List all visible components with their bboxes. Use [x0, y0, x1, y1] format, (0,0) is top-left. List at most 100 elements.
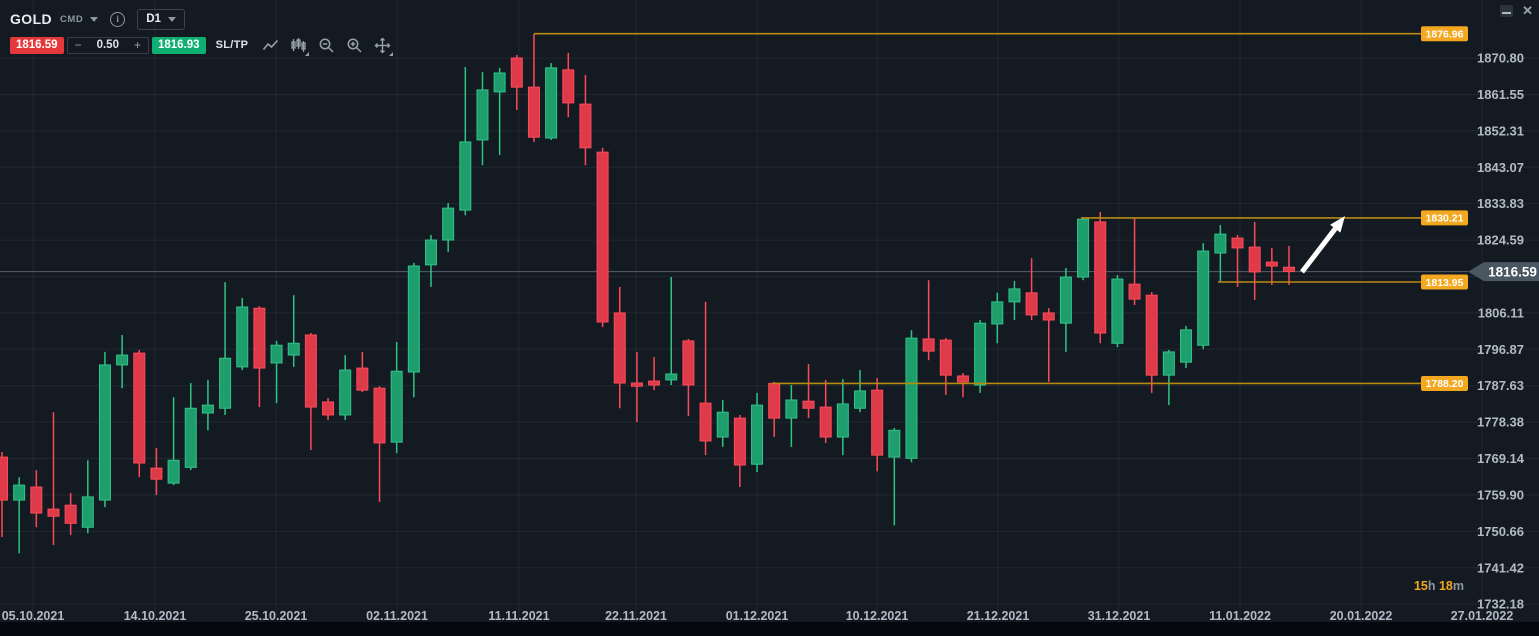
- candle-body: [802, 400, 815, 409]
- trend-arrow-head: [1330, 216, 1345, 233]
- candle-body: [768, 382, 781, 419]
- market-label: CMD: [60, 13, 84, 25]
- candle-body: [682, 340, 695, 386]
- candle-body: [1111, 278, 1124, 344]
- price-axis-label: 1806.11: [1478, 305, 1524, 320]
- candle-body: [270, 344, 283, 364]
- chevron-down-icon: [167, 16, 176, 22]
- close-icon[interactable]: ✕: [1522, 3, 1533, 18]
- candle-body: [785, 399, 798, 419]
- candle-body: [545, 67, 558, 139]
- candle-body: [425, 239, 437, 266]
- price-level-value: 1876.96: [1426, 29, 1464, 41]
- date-axis-label: 11.11.2021: [488, 609, 549, 623]
- candle-body: [1162, 351, 1175, 376]
- current-price-badge-pointer: [1468, 262, 1484, 282]
- timeframe-dropdown[interactable]: D1: [137, 8, 185, 30]
- corner-indicator: [305, 51, 310, 56]
- candle-body: [0, 456, 8, 501]
- candles: [0, 33, 1295, 554]
- timeframe-label: D1: [146, 13, 161, 25]
- candle-body: [407, 265, 420, 373]
- sltp-button[interactable]: SL/TP: [215, 39, 249, 51]
- price-level-value: 1830.21: [1426, 213, 1464, 225]
- date-axis-label: 11.01.2022: [1209, 609, 1271, 623]
- date-axis-label: 20.01.2022: [1330, 609, 1393, 623]
- price-axis-label: 1787.63: [1477, 378, 1524, 393]
- candle-body: [184, 407, 197, 468]
- candle-body: [1180, 329, 1193, 363]
- date-axis-label: 22.11.2021: [605, 609, 667, 623]
- candle-body: [630, 382, 643, 387]
- price-level-badge[interactable]: [1421, 375, 1468, 391]
- candle-body: [253, 307, 266, 369]
- current-price-badge: [1484, 262, 1539, 282]
- chevron-down-icon[interactable]: [90, 16, 99, 22]
- price-axis-label: 1778.38: [1477, 415, 1524, 430]
- candle-body: [665, 373, 678, 381]
- candle-body: [390, 370, 403, 443]
- candle-body: [922, 338, 935, 352]
- candle-body: [939, 339, 952, 376]
- volume-plus-button[interactable]: +: [133, 37, 141, 52]
- candle-body: [751, 404, 764, 465]
- candle-body: [356, 367, 369, 391]
- candle-body: [442, 207, 455, 241]
- date-axis-label: 01.12.2021: [726, 609, 789, 623]
- candlestick-style-icon[interactable]: [290, 37, 310, 56]
- chart-tool-icons: [262, 37, 394, 56]
- price-axis-label: 1861.55: [1477, 87, 1524, 102]
- candle-body: [871, 389, 884, 456]
- candle-body: [304, 334, 317, 408]
- price-axis-label: 1759.90: [1477, 487, 1524, 502]
- bottom-scrollbar-track[interactable]: [0, 622, 1539, 636]
- candle-body: [1025, 292, 1038, 316]
- candle-body: [527, 86, 540, 138]
- candle-body: [613, 312, 626, 384]
- sell-button[interactable]: 1816.59: [10, 36, 64, 54]
- candle-body: [991, 301, 1004, 325]
- date-axis-label: 25.10.2021: [245, 609, 308, 623]
- candle-body: [1008, 288, 1021, 303]
- trend-arrow-shaft[interactable]: [1300, 227, 1338, 274]
- candle-body: [510, 57, 523, 88]
- crosshair-move-icon[interactable]: [374, 37, 394, 56]
- corner-indicator: [389, 51, 394, 56]
- price-axis-label: 1824.59: [1477, 233, 1524, 248]
- zoom-in-icon[interactable]: [346, 37, 363, 54]
- candle-body: [562, 69, 575, 104]
- price-level-badge[interactable]: [1421, 274, 1468, 290]
- candle-body: [116, 354, 129, 366]
- candle-body: [476, 89, 489, 141]
- price-level-value: 1788.20: [1426, 378, 1464, 390]
- volume-minus-button[interactable]: −: [74, 37, 82, 52]
- volume-value[interactable]: 0.50: [96, 39, 119, 51]
- candle-countdown: 15h 18m: [1414, 579, 1464, 593]
- minimize-icon[interactable]: [1500, 5, 1514, 17]
- candle-body: [699, 402, 712, 442]
- price-level-badge[interactable]: [1421, 26, 1468, 42]
- candle-body: [905, 337, 918, 459]
- date-axis-label: 05.10.2021: [2, 609, 65, 623]
- info-icon[interactable]: i: [110, 11, 126, 27]
- candle-body: [1248, 246, 1261, 273]
- candle-body: [716, 411, 729, 438]
- date-axis-label: 02.11.2021: [366, 609, 428, 623]
- buy-button[interactable]: 1816.93: [152, 36, 206, 54]
- candle-body: [167, 459, 180, 484]
- candle-body: [1145, 294, 1158, 376]
- candle-body: [64, 504, 77, 524]
- date-axis-label: 31.12.2021: [1088, 609, 1151, 623]
- candle-body: [974, 322, 987, 386]
- candle-body: [1042, 312, 1055, 321]
- candle-body: [322, 401, 335, 416]
- instrument-row: GOLD CMD i D1: [10, 8, 391, 30]
- price-level-badge[interactable]: [1421, 210, 1468, 226]
- zoom-out-icon[interactable]: [318, 37, 335, 54]
- line-chart-icon[interactable]: [262, 37, 279, 54]
- volume-stepper: − 0.50 +: [66, 36, 149, 54]
- candle-body: [133, 352, 146, 464]
- price-axis-label: 1750.66: [1477, 524, 1524, 539]
